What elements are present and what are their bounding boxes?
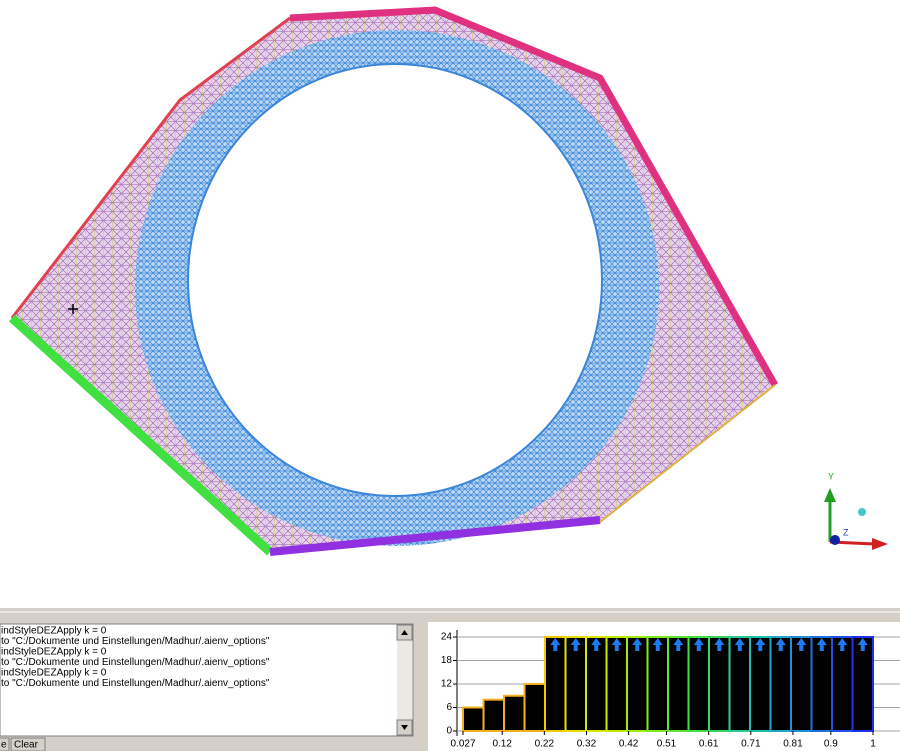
x-tick-label: 1 [870,739,876,750]
axis-triad: Y Z [824,471,888,550]
overflow-arrow [775,638,786,651]
console-line: to "C:/Dokumente und Einstellungen/Madhu… [1,636,270,647]
axis-label: Z [843,527,849,537]
bar [708,636,731,732]
cursor [68,304,78,314]
bar [503,694,526,732]
button-label: e [1,740,7,751]
y-tick-label: 6 [446,702,452,713]
button[interactable] [10,737,46,751]
button[interactable] [0,737,10,751]
bar [626,636,649,732]
hole [187,63,603,497]
edge-right [599,384,776,523]
x-tick-label: 0.22 [535,739,555,750]
bar [523,683,546,732]
overflow-arrow [714,638,725,651]
overflow-arrow [591,638,602,651]
console-line: indStyleDEZApply k = 0 [1,647,107,658]
bar [544,636,567,732]
bar [482,698,506,733]
overflow-arrow [837,638,848,651]
overflow-arrow [673,638,684,651]
axis-label: Y [828,471,834,481]
x-tick-label: 0.71 [741,739,761,750]
console-line: indStyleDEZApply k = 0 [1,626,107,637]
overflow-arrow [652,638,663,651]
overflow-arrow [857,638,868,651]
bar [831,636,854,732]
x-tick-label: 0.81 [783,739,803,750]
bar [851,636,874,732]
overflow-arrow [550,638,561,651]
y-tick-label: 24 [441,632,453,643]
overflow-arrow [693,638,704,651]
bar [687,636,710,732]
bar [462,706,485,732]
x-tick-label: 0.12 [492,739,512,750]
edge-green [8,314,274,556]
scrollbar[interactable] [397,625,412,735]
bar [749,636,772,732]
bar [810,636,833,732]
bar [605,636,628,732]
edge-left [10,16,291,319]
bar [790,636,813,732]
button-label: Clear [14,740,39,751]
x-tick-label: 0.9 [824,739,838,750]
x-tick-label: 0.42 [619,739,639,750]
overflow-arrow [734,638,745,651]
y-tick-label: 18 [441,655,453,666]
edge-top [289,6,779,387]
bar [564,636,587,732]
console[interactable] [0,623,414,737]
bar [769,636,792,732]
console-line: to "C:/Dokumente und Einstellungen/Madhu… [1,657,270,668]
overflow-arrow [570,638,581,651]
overflow-arrow [796,638,807,651]
x-tick-label: 0.32 [577,739,597,750]
y-tick-label: 12 [441,679,453,690]
overflow-arrow [611,638,622,651]
x-tick-label: 0.027 [450,739,475,750]
x-tick-label: 0.51 [657,739,677,750]
overflow-arrow [755,638,766,651]
bar [585,636,608,732]
overflow-arrow [816,638,827,651]
bar [728,636,751,732]
console-line: to "C:/Dokumente und Einstellungen/Madhu… [1,678,270,689]
console-line: indStyleDEZApply k = 0 [1,668,107,679]
overflow-arrow [632,638,643,651]
x-tick-label: 0.61 [699,739,719,750]
bar [667,636,690,732]
bar [646,636,669,732]
edge-purple [269,516,601,556]
y-tick-label: 0 [446,726,452,737]
